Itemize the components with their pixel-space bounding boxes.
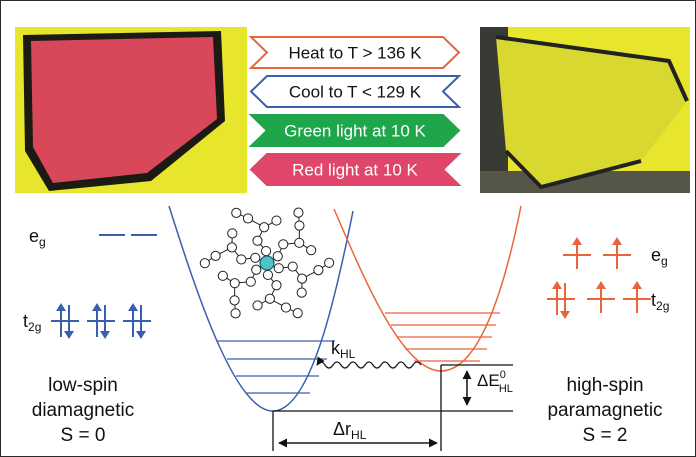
diamagnetic-label: diamagnetic [32,400,134,421]
spin-up-arrow [596,281,606,289]
atom [297,273,308,284]
delta-r-hl-label: ΔrHL [333,419,367,442]
spin-up-arrow [572,237,582,245]
atom [324,257,335,268]
spin-up-arrow [128,303,138,311]
spin-up-arrow [56,303,66,311]
arrow-3: Green light at 10 K [248,114,461,147]
spin-up-arrow [552,281,562,289]
arrow-shape [249,75,462,108]
atom [250,252,261,263]
spin-down-arrow [136,331,146,339]
atom [294,237,305,248]
atom [313,265,324,276]
ls-t2g-orbital [123,303,151,339]
molecule-structure-illustration [199,207,335,319]
atom [293,207,304,218]
atom [242,213,254,224]
energy-reference-lines [272,364,513,451]
atom [278,239,289,250]
transition-arrows: Heat to T > 136 K Cool to T < 129 K Green … [248,36,462,186]
atom [227,228,238,239]
spin-down-arrow [560,311,570,319]
atom [229,278,240,289]
atom [226,242,237,253]
atom [262,269,274,281]
atom [280,302,292,313]
hs-t2g-orbital [547,281,575,319]
arrow-label: Red light at 10 K [292,161,418,180]
hs-eg-orbital [603,237,631,269]
arrow-shape [248,36,461,69]
atom [210,250,221,261]
low-spin-orbitals: eg t2g low-spin diamagnetic S = 0 [23,226,157,446]
atom [231,207,242,218]
spin-up-arrow [632,281,642,289]
hs-eg-orbital [563,237,591,269]
atom [199,258,210,269]
hs-t2g-label: t2g [651,290,669,313]
arrow-label: Cool to T < 129 K [289,83,422,102]
spin-up-arrow [612,237,622,245]
spin-down-arrow [100,331,110,339]
arrow-4: Red light at 10 K [249,153,462,186]
atom [245,276,256,287]
atom [217,270,228,281]
arrow-shape [248,114,461,147]
high-spin-s-value: S = 2 [583,425,628,446]
atom [264,293,275,304]
ls-eg-label: eg [29,226,46,249]
arrow-1: Heat to T > 136 K [248,36,461,69]
hs-t2g-orbital [587,281,615,313]
atom [287,261,298,272]
low-spin-crystal-photo [15,27,247,193]
arrow-shape [249,153,462,186]
atom [294,220,305,231]
atom [260,245,272,257]
hs-t2g-orbital [623,281,651,313]
low-spin-s-value: S = 0 [61,425,106,446]
paramagnetic-label: paramagnetic [547,400,662,421]
arrow-label: Heat to T > 136 K [288,44,422,63]
high-spin-crystal-photo [480,27,690,193]
ls-t2g-orbital [87,303,115,339]
relaxation-wavy-arrow [316,356,422,369]
low-spin-label: low-spin [48,375,118,396]
spin-down-arrow [64,331,74,339]
atom [230,308,241,319]
atom [292,308,303,319]
atom [252,235,263,246]
high-spin-label: high-spin [566,375,643,396]
atom [296,287,307,298]
atom [229,295,240,306]
atom [273,263,284,274]
atom [259,222,270,233]
ls-t2g-orbital [51,303,79,339]
atom [271,280,282,291]
atom [236,254,247,265]
metal-center-atom [259,255,275,271]
k-hl-label: kHL [331,338,356,361]
high-spin-orbitals: eg t2g high-spin paramagnetic S = 2 [547,237,669,446]
arrow-label: Green light at 10 K [284,122,426,141]
hs-eg-label: eg [651,245,668,268]
arrow-2: Cool to T < 129 K [249,75,462,108]
atom [252,300,263,311]
atom [271,215,282,226]
ls-t2g-label: t2g [23,311,41,334]
atom [272,251,283,262]
spin-up-arrow [92,303,102,311]
atom [251,264,262,275]
atom [306,245,317,256]
delta-e-hl-label: ΔE0 HL [477,369,513,395]
high-spin-potential-well [333,205,522,372]
